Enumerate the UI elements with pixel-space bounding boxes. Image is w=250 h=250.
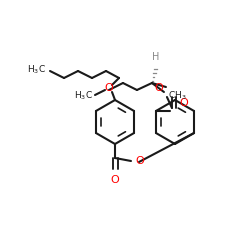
Text: H: H (152, 52, 160, 62)
Text: H$_3$C: H$_3$C (27, 64, 46, 76)
Text: O: O (179, 98, 188, 108)
Text: O: O (104, 83, 114, 93)
Text: CH$_3$: CH$_3$ (168, 89, 186, 102)
Text: O: O (110, 175, 120, 185)
Text: O: O (135, 156, 144, 166)
Text: O: O (154, 83, 163, 93)
Text: H$_3$C: H$_3$C (74, 90, 93, 102)
